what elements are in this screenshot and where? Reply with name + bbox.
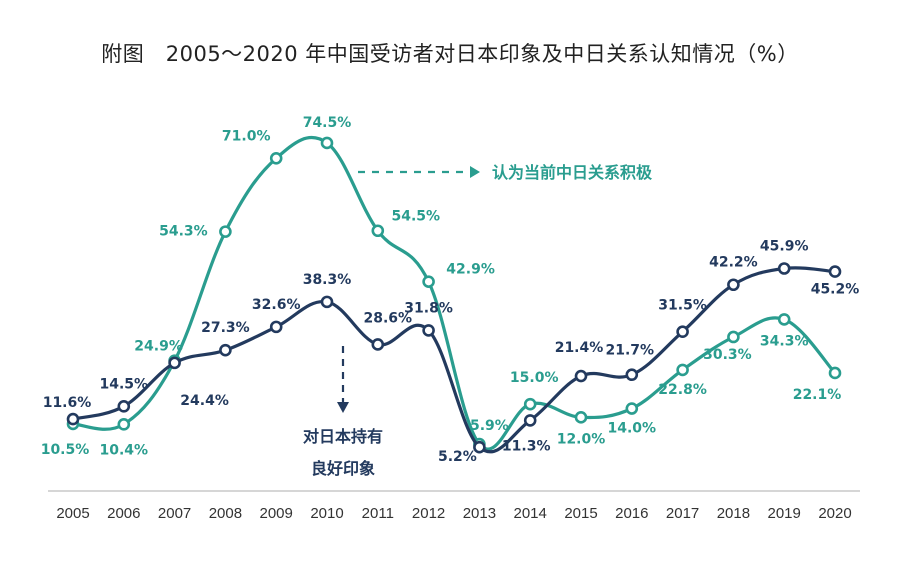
annotation-good-impression-line1: 对日本持有 [303,427,383,446]
data-label-positive-relations: 71.0% [222,128,271,144]
data-point-good-impression [422,324,435,337]
x-tick-label: 2020 [818,505,851,522]
data-point-positive-relations [117,418,131,431]
data-point-positive-relations [676,363,689,377]
x-tick-label: 2015 [564,505,597,522]
x-tick-label: 2009 [260,505,293,522]
x-tick-label: 2008 [209,505,242,522]
x-tick-label: 2006 [107,505,140,522]
data-point-good-impression [371,338,385,351]
annotation-good-impression-line2: 良好印象 [311,459,375,478]
data-point-good-impression [320,295,334,309]
data-point-positive-relations [828,366,842,380]
data-label-positive-relations: 15.0% [510,370,559,386]
x-tick-label: 2012 [412,505,445,522]
data-point-good-impression [574,369,588,383]
x-tick-label: 2017 [666,505,699,522]
x-tick-label: 2014 [514,505,547,522]
data-label-good-impression: 27.3% [201,320,250,336]
data-point-positive-relations [269,152,283,165]
data-label-positive-relations: 34.3% [760,333,809,349]
series-line-good-impression [71,266,837,454]
data-point-positive-relations [422,275,435,288]
data-label-good-impression: 21.4% [555,340,604,356]
data-point-positive-relations [320,136,334,150]
data-label-good-impression: 14.5% [100,376,149,392]
data-label-positive-relations: 5.9% [470,418,509,434]
data-label-positive-relations: 10.4% [100,442,149,458]
data-point-positive-relations [219,225,232,238]
x-tick-label: 2011 [362,505,394,522]
data-label-good-impression: 31.5% [658,298,707,314]
data-point-good-impression [219,343,232,357]
x-tick-label: 2005 [56,505,89,522]
data-label-positive-relations: 24.9% [134,339,183,355]
data-label-positive-relations: 74.5% [303,115,352,131]
chart-title: 附图 2005～2020 年中国受访者对日本印象及中日关系认知情况（%） [101,42,799,66]
data-label-positive-relations: 54.5% [392,209,441,225]
data-label-good-impression: 24.4% [180,393,229,409]
data-point-good-impression [625,368,639,382]
x-tick-label: 2010 [310,505,343,522]
data-point-good-impression [66,412,80,426]
data-point-good-impression [523,414,537,427]
data-label-good-impression: 11.3% [502,438,551,454]
data-label-positive-relations: 22.8% [658,382,707,398]
data-label-good-impression: 32.6% [252,297,301,313]
x-tick-label: 2007 [158,505,191,522]
data-label-positive-relations: 42.9% [446,262,495,278]
series-line-positive-relations [71,135,837,451]
data-point-good-impression [727,278,740,292]
x-tick-label: 2018 [717,505,750,522]
data-point-positive-relations [371,224,385,238]
data-point-good-impression [777,262,791,275]
data-label-good-impression: 42.2% [709,255,758,271]
data-point-good-impression [828,265,842,278]
annotation-arrowhead-impression [337,402,349,413]
annotation-arrowhead-positive [470,166,480,178]
data-label-good-impression: 38.3% [303,272,352,288]
data-point-positive-relations [727,330,740,344]
data-label-good-impression: 5.2% [438,449,477,465]
data-label-good-impression: 21.7% [606,343,655,359]
data-label-good-impression: 31.8% [404,300,453,316]
data-label-good-impression: 45.9% [760,238,809,254]
data-point-good-impression [676,325,689,339]
data-point-good-impression [269,320,283,334]
data-label-positive-relations: 12.0% [557,431,606,447]
data-label-positive-relations: 30.3% [703,347,752,363]
annotation-positive-relations: 认为当前中日关系积极 [492,163,653,182]
x-tick-label: 2019 [768,505,801,522]
data-point-good-impression [117,400,131,413]
data-point-positive-relations [777,313,791,326]
data-label-good-impression: 28.6% [364,310,413,326]
data-point-good-impression [473,440,486,454]
data-label-good-impression: 45.2% [811,282,860,298]
data-point-positive-relations [574,411,588,424]
data-point-positive-relations [625,402,639,415]
data-label-positive-relations: 14.0% [608,421,657,437]
x-tick-label: 2013 [463,505,496,522]
data-label-positive-relations: 22.1% [793,387,842,403]
data-label-positive-relations: 10.5% [41,442,90,458]
data-label-positive-relations: 54.3% [159,224,208,240]
data-point-good-impression [168,356,181,370]
data-label-good-impression: 11.6% [43,395,92,411]
x-tick-label: 2016 [615,505,648,522]
data-point-positive-relations [523,397,537,411]
